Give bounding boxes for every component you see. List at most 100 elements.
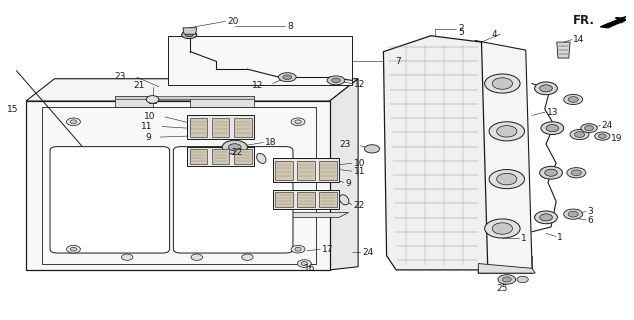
Polygon shape <box>275 161 293 180</box>
Ellipse shape <box>496 125 517 137</box>
Ellipse shape <box>540 166 562 179</box>
Ellipse shape <box>484 74 520 93</box>
Polygon shape <box>273 158 339 182</box>
Ellipse shape <box>571 170 581 176</box>
Text: 12: 12 <box>252 81 263 90</box>
Ellipse shape <box>598 134 606 138</box>
Text: 10: 10 <box>144 113 156 122</box>
Ellipse shape <box>365 145 380 153</box>
Ellipse shape <box>564 94 583 105</box>
Ellipse shape <box>67 118 81 125</box>
Polygon shape <box>187 147 254 166</box>
Text: 10: 10 <box>354 159 365 168</box>
Ellipse shape <box>489 170 524 189</box>
Ellipse shape <box>546 124 559 132</box>
Ellipse shape <box>540 214 552 221</box>
Text: 23: 23 <box>114 72 126 81</box>
Ellipse shape <box>228 144 241 151</box>
Ellipse shape <box>222 140 247 154</box>
Text: 24: 24 <box>602 121 613 130</box>
Text: 24: 24 <box>362 248 373 257</box>
Polygon shape <box>190 118 207 137</box>
Ellipse shape <box>484 219 520 238</box>
Text: 19: 19 <box>611 134 623 143</box>
Polygon shape <box>275 192 293 207</box>
Polygon shape <box>600 17 626 28</box>
Text: 3: 3 <box>588 207 593 216</box>
Polygon shape <box>384 36 488 270</box>
Ellipse shape <box>301 262 307 266</box>
Text: 4: 4 <box>491 30 497 39</box>
Ellipse shape <box>67 245 81 253</box>
Ellipse shape <box>534 211 557 224</box>
Ellipse shape <box>297 260 311 268</box>
Text: 16: 16 <box>304 264 315 274</box>
Ellipse shape <box>517 276 528 283</box>
Ellipse shape <box>327 76 345 85</box>
Polygon shape <box>115 96 153 108</box>
FancyBboxPatch shape <box>50 147 170 253</box>
Ellipse shape <box>339 195 349 205</box>
Text: 9: 9 <box>346 179 351 188</box>
Polygon shape <box>557 42 570 58</box>
Ellipse shape <box>291 245 305 253</box>
Text: 7: 7 <box>395 57 401 66</box>
Ellipse shape <box>541 122 564 134</box>
Polygon shape <box>319 161 337 180</box>
Polygon shape <box>475 41 532 273</box>
Polygon shape <box>319 192 337 207</box>
Ellipse shape <box>191 254 202 260</box>
Polygon shape <box>297 161 315 180</box>
Polygon shape <box>212 149 230 164</box>
Polygon shape <box>273 212 349 217</box>
Polygon shape <box>234 118 252 137</box>
Text: 21: 21 <box>134 81 145 90</box>
Ellipse shape <box>534 82 557 95</box>
Ellipse shape <box>492 223 512 234</box>
Ellipse shape <box>242 254 253 260</box>
Text: 8: 8 <box>287 22 293 31</box>
Ellipse shape <box>332 78 340 83</box>
Text: 13: 13 <box>547 108 558 117</box>
Ellipse shape <box>492 78 512 89</box>
Text: 15: 15 <box>7 105 18 114</box>
Text: 25: 25 <box>496 284 508 292</box>
Ellipse shape <box>185 33 193 37</box>
Text: 6: 6 <box>588 216 593 225</box>
Text: 5: 5 <box>458 28 464 37</box>
Ellipse shape <box>595 132 610 140</box>
Ellipse shape <box>502 277 511 282</box>
Polygon shape <box>169 36 352 85</box>
Text: 23: 23 <box>339 140 351 149</box>
Polygon shape <box>187 170 266 174</box>
Ellipse shape <box>295 247 301 251</box>
Text: 9: 9 <box>146 132 152 141</box>
Polygon shape <box>26 101 330 270</box>
Ellipse shape <box>585 125 593 131</box>
Text: 22: 22 <box>231 148 242 157</box>
Ellipse shape <box>496 173 517 185</box>
Text: 18: 18 <box>265 138 276 147</box>
Text: 20: 20 <box>227 17 238 26</box>
Ellipse shape <box>278 73 296 82</box>
Ellipse shape <box>567 168 586 178</box>
Ellipse shape <box>564 209 583 219</box>
Ellipse shape <box>291 118 305 125</box>
Polygon shape <box>212 118 230 137</box>
Polygon shape <box>190 149 207 164</box>
Ellipse shape <box>581 124 597 132</box>
Polygon shape <box>330 79 358 270</box>
Text: 17: 17 <box>322 245 333 254</box>
Polygon shape <box>478 264 535 273</box>
Polygon shape <box>234 149 252 164</box>
Polygon shape <box>190 96 254 108</box>
Ellipse shape <box>257 153 266 164</box>
Ellipse shape <box>498 275 515 284</box>
Text: 22: 22 <box>354 201 365 210</box>
Polygon shape <box>115 96 254 100</box>
Ellipse shape <box>146 96 159 103</box>
Polygon shape <box>187 116 254 139</box>
Ellipse shape <box>540 85 552 92</box>
Ellipse shape <box>568 211 578 217</box>
Ellipse shape <box>70 120 77 124</box>
